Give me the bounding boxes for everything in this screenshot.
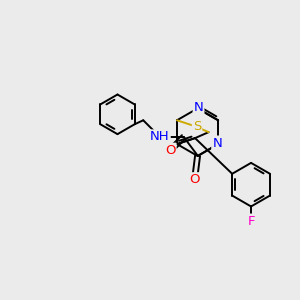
- Text: O: O: [189, 173, 200, 186]
- Text: S: S: [193, 120, 201, 133]
- Text: O: O: [165, 144, 175, 157]
- Text: N: N: [212, 136, 222, 150]
- Text: F: F: [247, 215, 255, 228]
- Text: N: N: [194, 101, 203, 114]
- Text: NH: NH: [150, 130, 170, 143]
